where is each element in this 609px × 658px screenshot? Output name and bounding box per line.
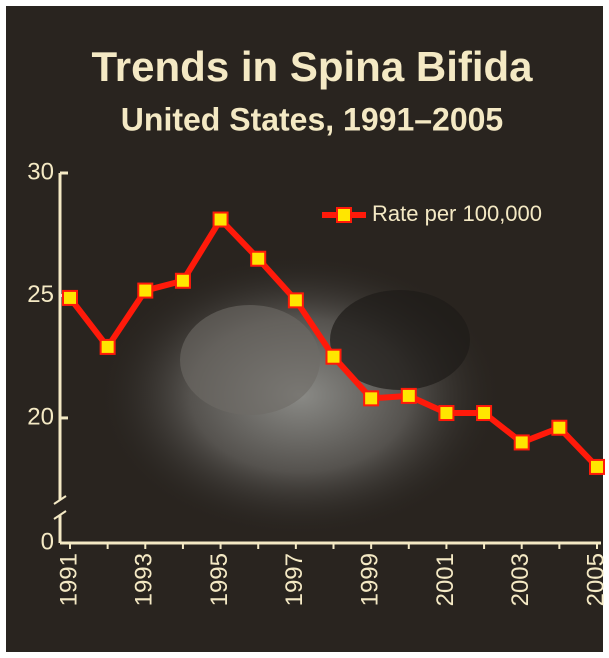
data-point — [250, 250, 267, 267]
x-tick-label: 1991 — [55, 553, 82, 606]
data-point — [99, 338, 116, 355]
data-point — [476, 405, 493, 422]
ultrasound-shape — [330, 290, 470, 390]
data-point — [400, 387, 417, 404]
ultrasound-shape — [180, 305, 320, 415]
data-point — [62, 289, 78, 306]
chart-subtitle: United States, 1991–2005 — [121, 101, 503, 137]
legend-marker — [336, 207, 352, 223]
x-tick-label: 1997 — [281, 553, 308, 606]
data-point — [325, 348, 342, 365]
data-point — [174, 272, 191, 289]
data-point — [438, 405, 455, 422]
y-tick-label: 0 — [41, 528, 54, 555]
x-tick-label: 2005 — [582, 553, 609, 606]
x-tick-label: 2003 — [507, 553, 534, 606]
data-point — [137, 282, 154, 299]
y-tick-label: 30 — [27, 158, 54, 185]
x-tick-label: 1995 — [206, 553, 233, 606]
data-point — [212, 211, 229, 228]
axis-break — [53, 495, 67, 520]
data-point — [287, 292, 304, 309]
data-point — [513, 434, 530, 451]
x-tick-label: 1993 — [131, 553, 158, 606]
data-point — [363, 390, 380, 407]
y-tick-label: 25 — [27, 281, 54, 308]
chart-title: Trends in Spina Bifida — [91, 43, 533, 90]
data-point — [589, 458, 605, 475]
y-tick-label: 20 — [27, 403, 54, 430]
legend-label: Rate per 100,000 — [372, 201, 542, 226]
x-tick-label: 1999 — [356, 553, 383, 606]
x-tick-label: 2001 — [432, 553, 459, 606]
data-point — [551, 419, 568, 436]
